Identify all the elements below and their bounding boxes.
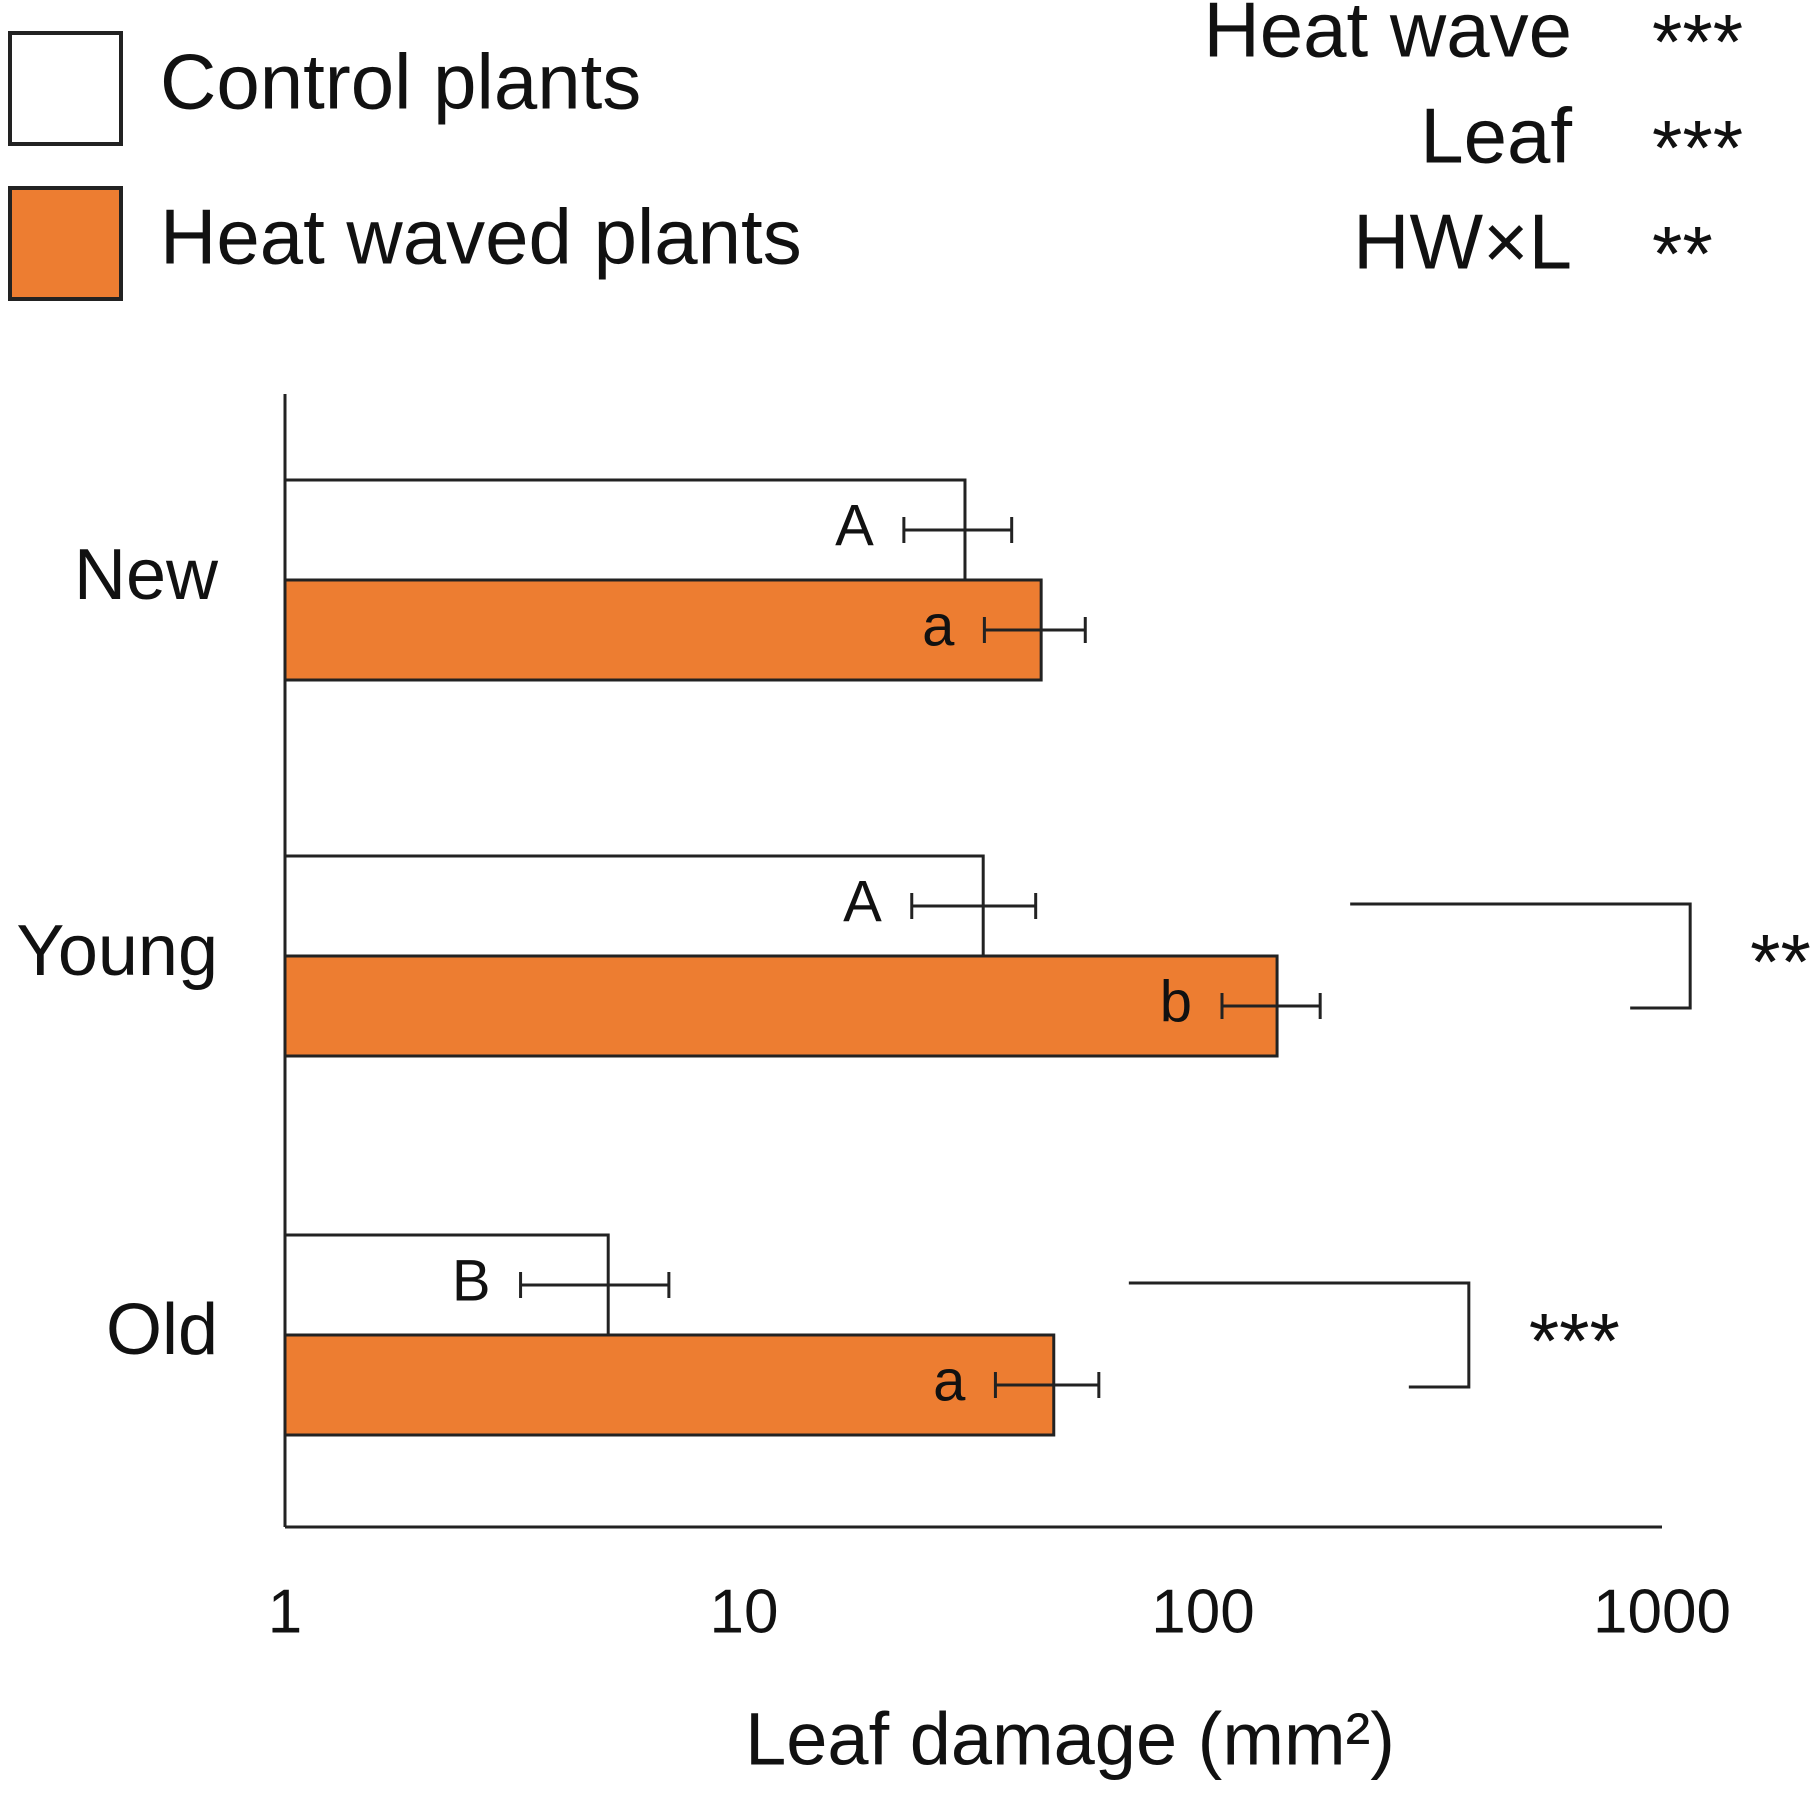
error-bar [910,893,1038,919]
x-tick-label: 10 [710,1577,779,1646]
group-letter: a [933,1348,966,1413]
comparison-label: *** [1750,918,1810,1006]
y-tick-label: New [74,535,219,615]
error-bar [993,1372,1101,1398]
bar [283,954,1279,1058]
error-bar [519,1272,671,1298]
x-tick-label: 1000 [1593,1577,1731,1646]
error-bar [982,617,1087,643]
group-letter: A [843,869,882,934]
effect-significance: ** [1652,210,1713,298]
comparison-bracket [1350,902,1692,1010]
group-letter: b [1160,969,1192,1034]
legend-swatch [8,186,123,301]
x-tick-label: 100 [1151,1577,1254,1646]
group-letter: a [922,593,955,658]
effect-name: Leaf [1420,92,1572,180]
effect-significance: *** [1652,104,1743,192]
legend-label: Control plants [160,38,641,126]
effect-significance: *** [1652,0,1743,86]
error-bar [1220,993,1322,1019]
error-bar [902,517,1014,543]
comparison-label: *** [1529,1297,1620,1385]
legend-label: Heat waved plants [160,193,802,281]
bar [283,478,967,582]
group-letter: A [835,493,874,558]
effect-name: Heat wave [1203,0,1572,74]
y-tick-label: Young [16,911,218,991]
legend-swatch [8,31,123,146]
comparison-bracket [1128,1281,1471,1389]
x-tick-label: 1 [268,1577,302,1646]
effect-name: HW×L [1353,198,1572,286]
y-tick-label: Old [106,1290,218,1370]
x-axis-label: Leaf damage (mm²) [745,1698,1395,1781]
group-letter: B [452,1248,491,1313]
bar [283,578,1043,682]
